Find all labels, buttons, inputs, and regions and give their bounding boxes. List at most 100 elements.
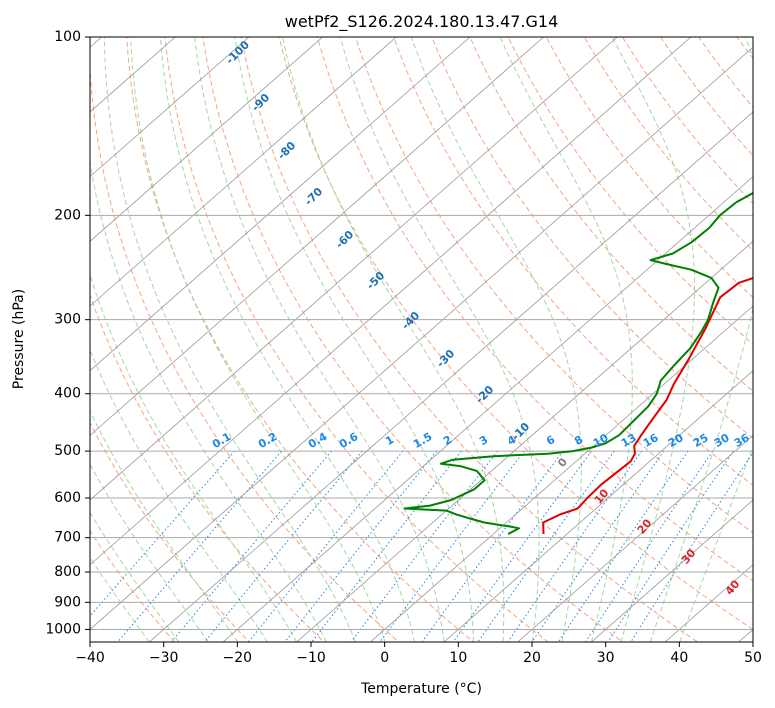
mixing-ratio-line <box>531 450 665 642</box>
mixing-ratio-label: 1 <box>383 433 396 448</box>
dry-adiabat <box>90 61 400 642</box>
y-tick-label: 600 <box>54 490 81 506</box>
isotherm <box>222 176 753 642</box>
dry-adiabat <box>660 37 753 157</box>
mixing-ratio-line <box>311 450 462 642</box>
isotherm <box>90 37 544 436</box>
dry-adiabat <box>164 37 549 642</box>
mixing-ratio-label: 30 <box>712 431 732 450</box>
isotherm <box>591 499 753 642</box>
mixing-ratio-label: 6 <box>544 433 557 448</box>
x-axis-label: Temperature (°C) <box>360 681 482 697</box>
y-tick-label: 1000 <box>45 621 81 637</box>
moist-adiabat <box>90 410 239 642</box>
moist-adiabat <box>611 37 695 642</box>
mixing-ratio-line <box>607 450 734 642</box>
x-tick-label: 50 <box>744 650 762 666</box>
y-tick-label: 400 <box>54 386 81 402</box>
isotherm-label: -80 <box>275 139 298 162</box>
isotherm <box>90 37 250 178</box>
moist-adiabat <box>339 37 540 642</box>
dry-adiabat <box>240 37 699 642</box>
chart-labels: -100-90-80-70-60-50-40-30-20-100.1 0.2 0.4… <box>210 38 752 598</box>
moist-adiabat <box>649 37 753 642</box>
isotherm-label: -60 <box>333 228 356 251</box>
dry-adiabat <box>202 37 624 642</box>
dry-adiabat <box>545 37 753 299</box>
moist-adiabat-label: 10 <box>592 486 612 506</box>
mixing-ratio-line <box>117 450 282 642</box>
x-tick-label: 10 <box>449 650 467 666</box>
isotherm <box>738 628 753 642</box>
dry-adiabat <box>90 421 250 642</box>
moist-adiabat-label: 0 <box>555 455 570 469</box>
mixing-ratio-line <box>584 450 714 642</box>
moist-adiabat <box>90 463 209 642</box>
moist-adiabat <box>90 511 180 642</box>
moist-adiabat <box>103 37 357 642</box>
mixing-ratio-line <box>557 450 689 642</box>
x-tick-label: −40 <box>75 650 105 666</box>
dewpoint-line <box>403 191 753 535</box>
mixing-ratio-line <box>350 450 498 642</box>
x-tick-label: 20 <box>523 650 541 666</box>
y-tick-label: 200 <box>54 207 81 223</box>
moist-adiabat <box>282 37 505 642</box>
axes: −40 −30 −20 −10 0 10 20 30 40 5010020030040050060… <box>45 29 762 666</box>
plot-area <box>90 37 753 642</box>
y-tick-label: 800 <box>54 564 81 580</box>
mixing-ratio-line <box>507 450 643 642</box>
isotherm <box>296 240 753 642</box>
moist-adiabat <box>130 37 386 642</box>
isotherm <box>90 37 618 501</box>
isotherm <box>149 111 753 642</box>
moist-adiabat <box>410 37 582 642</box>
y-axis-label: Pressure (hPa) <box>11 289 27 389</box>
isotherm-label: -20 <box>473 383 496 406</box>
x-tick-label: 40 <box>670 650 688 666</box>
dry-adiabat <box>90 529 176 642</box>
isotherm <box>90 37 397 307</box>
moist-adiabat <box>90 348 268 642</box>
plot-frame <box>89 36 754 643</box>
y-tick-label: 900 <box>54 594 81 610</box>
isotherm <box>664 564 753 642</box>
moist-adiabat <box>499 37 633 642</box>
isotherm-label: -100 <box>223 38 252 67</box>
isotherm <box>90 37 692 566</box>
moist-adiabat <box>159 37 416 642</box>
mixing-ratio-label: 25 <box>691 431 711 450</box>
dry-adiabat <box>316 37 753 582</box>
y-tick-label: 100 <box>54 29 81 45</box>
isotherm <box>370 305 753 642</box>
dry-adiabat <box>90 293 325 642</box>
isotherm-label: -70 <box>302 185 325 208</box>
mixing-ratio-label: 0.6 <box>337 430 361 451</box>
moist-adiabat <box>234 37 474 642</box>
mixing-ratio-label: 1.5 <box>411 430 434 451</box>
mixing-ratio-line <box>90 450 235 617</box>
moist-adiabat <box>90 272 298 642</box>
dry-adiabat <box>431 37 753 439</box>
dry-adiabat <box>393 37 753 486</box>
moist-adiabat-label: 30 <box>679 546 699 566</box>
dry-adiabat <box>507 37 753 345</box>
mixing-ratio-line <box>170 450 332 642</box>
x-tick-label: 30 <box>597 650 615 666</box>
mixing-ratio-label: 0.2 <box>256 430 279 451</box>
mixing-ratio-label: 13 <box>619 431 639 450</box>
dry-adiabat <box>126 37 475 642</box>
isotherm <box>443 370 753 642</box>
y-tick-label: 300 <box>54 312 81 328</box>
isotherm <box>90 37 471 372</box>
mixing-ratio-line <box>284 450 437 642</box>
mixing-ratio-label: 20 <box>666 431 686 450</box>
dry-adiabat <box>621 37 753 205</box>
mixing-ratio-label: 0.4 <box>306 430 330 451</box>
dry-adiabat <box>355 37 753 534</box>
x-tick-label: −30 <box>149 650 179 666</box>
temperature-line <box>542 277 753 535</box>
y-tick-label: 500 <box>54 443 81 459</box>
mixing-ratio-line <box>379 450 525 642</box>
